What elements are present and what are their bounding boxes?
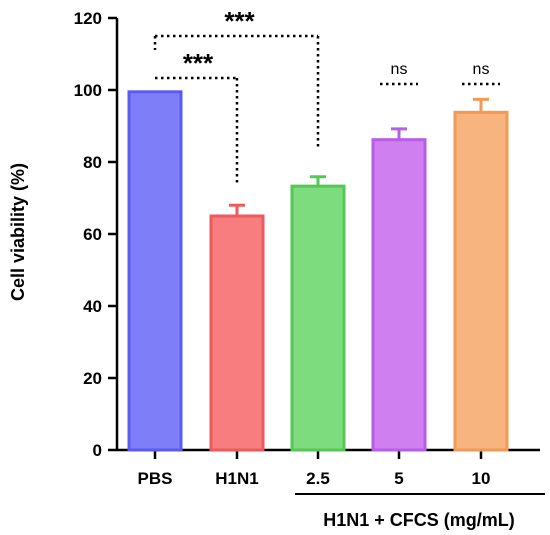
y-tick-label: 80 xyxy=(83,153,102,172)
y-tick-label: 40 xyxy=(83,297,102,316)
x-tick-label: 5 xyxy=(394,469,403,488)
y-tick-label: 100 xyxy=(74,81,102,100)
y-tick-label: 0 xyxy=(93,441,102,460)
y-tick-label: 120 xyxy=(74,9,102,28)
ns-label: ns xyxy=(391,61,408,78)
bar xyxy=(453,110,509,452)
y-axis-title: Cell viability (%) xyxy=(8,163,28,301)
bars xyxy=(127,90,509,452)
bar xyxy=(371,138,427,452)
significance-annotations: *** *** ns ns xyxy=(153,6,500,185)
error-bars xyxy=(229,97,489,216)
bar xyxy=(290,184,346,452)
axes: 0 20 40 60 80 100 120 PBS H1N1 2.5 5 10 xyxy=(74,9,540,488)
bar xyxy=(209,214,265,452)
x-tick-label: PBS xyxy=(138,469,173,488)
significance-label: *** xyxy=(224,6,255,36)
y-tick-label: 20 xyxy=(83,369,102,388)
x-tick-label: 2.5 xyxy=(306,469,330,488)
bar xyxy=(127,90,183,452)
ns-label: ns xyxy=(473,61,490,78)
y-tick-label: 60 xyxy=(83,225,102,244)
significance-label: *** xyxy=(183,48,214,78)
x-tick-label: H1N1 xyxy=(215,469,258,488)
group-label: H1N1 + CFCS (mg/mL) xyxy=(323,510,515,530)
x-tick-label: 10 xyxy=(472,469,491,488)
